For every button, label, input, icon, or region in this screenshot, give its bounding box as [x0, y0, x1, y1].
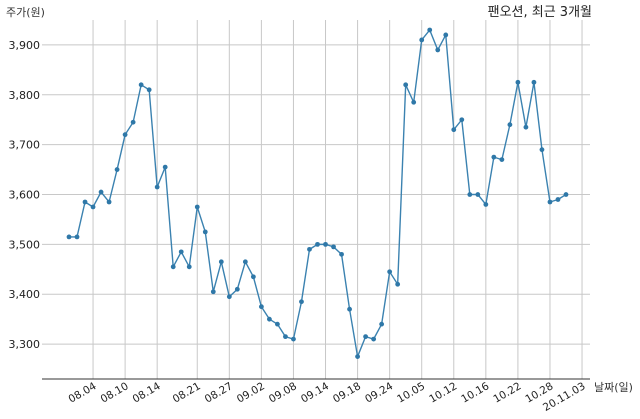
- data-point: [170, 264, 176, 270]
- x-tick-label: 10.22: [491, 380, 523, 405]
- y-tick-label: 3,600: [9, 189, 41, 202]
- data-point: [202, 229, 208, 235]
- data-point: [531, 79, 537, 85]
- price-points: [66, 27, 569, 359]
- data-point: [459, 117, 465, 123]
- data-point: [234, 286, 240, 292]
- y-tick-label: 3,800: [9, 89, 41, 102]
- data-point: [555, 197, 561, 202]
- data-point: [403, 82, 409, 88]
- data-point: [66, 234, 72, 240]
- data-point: [339, 251, 344, 257]
- data-point: [106, 199, 112, 205]
- x-tick-label: 08.27: [203, 380, 235, 405]
- data-point: [443, 32, 449, 38]
- data-point: [210, 289, 216, 295]
- data-point: [283, 334, 288, 340]
- y-axis-label: 주가(원): [6, 6, 45, 19]
- x-tick-label: 08.10: [99, 380, 131, 405]
- data-point: [162, 164, 168, 170]
- data-point: [563, 192, 569, 197]
- data-point: [242, 259, 248, 265]
- y-tick-label: 3,300: [9, 338, 41, 351]
- data-point: [347, 306, 352, 312]
- data-point: [539, 147, 545, 153]
- x-tick-label: 09.24: [363, 380, 395, 406]
- x-tick-label: 09.14: [299, 380, 331, 406]
- data-point: [186, 264, 192, 270]
- data-point: [291, 336, 296, 342]
- data-point: [427, 27, 433, 33]
- x-tick-label: 09.02: [235, 380, 267, 405]
- data-point: [194, 204, 200, 210]
- data-point: [467, 192, 473, 197]
- data-point: [371, 336, 377, 342]
- y-tick-labels: 3,300 3,400 3,500 3,600 3,700 3,800 3,900: [9, 39, 41, 351]
- x-tick-label: 10.05: [395, 380, 427, 405]
- grid: [42, 20, 590, 379]
- data-point: [90, 204, 96, 210]
- data-point: [387, 269, 393, 275]
- x-tick-label: 08.04: [67, 380, 99, 406]
- x-tick-label: 09.18: [331, 380, 363, 405]
- data-point: [146, 87, 152, 93]
- data-point: [226, 294, 232, 300]
- data-point: [451, 127, 457, 133]
- data-point: [130, 119, 136, 125]
- data-point: [275, 321, 280, 327]
- y-tick-label: 3,700: [9, 139, 41, 152]
- data-point: [483, 202, 489, 207]
- data-point: [395, 281, 401, 287]
- price-series-line: [69, 28, 567, 360]
- data-point: [114, 167, 120, 172]
- data-point: [547, 199, 553, 205]
- data-point: [523, 124, 529, 130]
- x-tick-label: 08.21: [171, 380, 203, 405]
- data-point: [307, 246, 312, 252]
- data-point: [267, 316, 272, 322]
- data-point: [250, 274, 256, 280]
- x-axis-label: 날짜(일): [594, 380, 633, 394]
- data-point: [82, 199, 88, 205]
- y-tick-label: 3,900: [9, 39, 41, 52]
- x-tick-label: 08.14: [131, 380, 163, 406]
- x-tick-label: 09.08: [267, 380, 299, 405]
- data-point: [379, 321, 385, 327]
- data-point: [315, 241, 320, 247]
- data-point: [411, 99, 417, 105]
- data-point: [154, 184, 160, 190]
- data-point: [491, 154, 497, 160]
- data-point: [299, 299, 304, 305]
- data-point: [98, 189, 104, 195]
- data-point: [475, 192, 481, 197]
- data-point: [435, 47, 441, 53]
- data-point: [138, 82, 144, 88]
- y-tick-label: 3,500: [9, 238, 41, 251]
- x-tick-labels: 08.04 08.10 08.14 08.21 08.27 09.02 09.08 09.14…: [67, 380, 588, 414]
- data-point: [323, 241, 328, 247]
- data-point: [363, 334, 368, 340]
- data-point: [499, 157, 505, 163]
- data-point: [515, 79, 521, 85]
- data-point: [74, 234, 80, 240]
- x-tick-label: 10.12: [427, 380, 459, 405]
- x-tick-label: 10.16: [459, 380, 491, 406]
- data-point: [507, 122, 513, 128]
- data-point: [419, 37, 425, 43]
- data-point: [331, 244, 336, 250]
- data-point: [218, 259, 224, 265]
- y-tick-label: 3,400: [9, 288, 41, 301]
- data-point: [355, 354, 360, 359]
- chart-title: 팬오션, 최근 3개월: [488, 5, 592, 20]
- data-point: [258, 304, 264, 310]
- data-point: [178, 249, 184, 255]
- data-point: [122, 132, 128, 138]
